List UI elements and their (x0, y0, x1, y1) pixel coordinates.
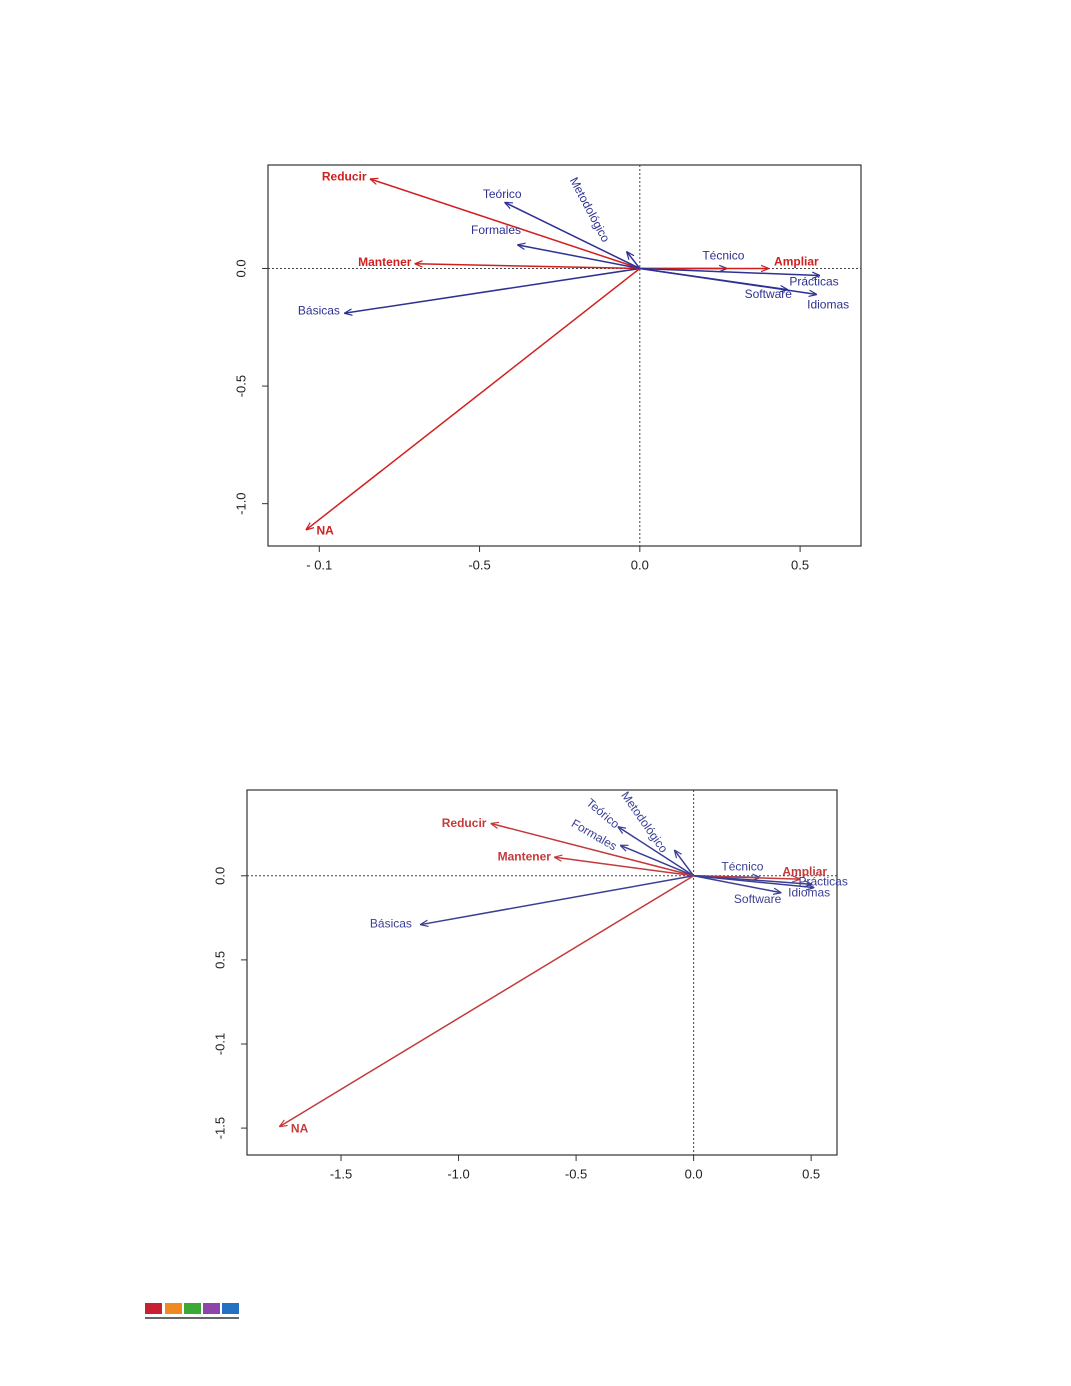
vector-arrow (505, 203, 641, 270)
vector-label: Software (745, 287, 793, 301)
x-tick-label: 0.5 (802, 1166, 820, 1181)
biplot-chart: - 0.1-0.50.00.50.0-0.5-1.0Reducir#d01f1f… (233, 164, 862, 572)
vector-arrow (639, 267, 816, 294)
vector-arrow (491, 824, 694, 877)
vector-label: Básicas (298, 303, 340, 317)
vector-label: Reducir (322, 169, 367, 183)
vector-label: Idiomas (788, 885, 830, 899)
x-tick-label: - 0.1 (306, 557, 332, 572)
vector-label: Mantener (498, 849, 552, 863)
footer-squares (145, 1303, 239, 1319)
y-tick-label: -0.5 (233, 375, 248, 397)
vector-arrow (306, 267, 641, 529)
vector-label: NA (291, 1122, 309, 1136)
vector-arrow (639, 267, 820, 275)
vector-arrow (421, 875, 694, 925)
vector-label: Técnico (721, 860, 763, 874)
vector-label: Mantener (358, 255, 412, 269)
vector-label: Metodológico (618, 789, 671, 856)
vector-arrow (627, 252, 641, 269)
vector-label: Formales (471, 223, 521, 237)
vector-label: Software (734, 892, 782, 906)
x-tick-label: -0.5 (565, 1166, 587, 1181)
x-tick-label: 0.0 (685, 1166, 703, 1181)
vector-label: Técnico (702, 249, 744, 263)
vector-label: NA (316, 524, 334, 538)
vector-arrow (518, 245, 640, 270)
vector-arrow (555, 857, 694, 877)
y-tick-label: 0.5 (212, 951, 227, 969)
vector-label: Prácticas (789, 275, 838, 289)
vector-arrow (415, 264, 640, 270)
vector-label: Básicas (370, 917, 412, 931)
vector-label: Idiomas (807, 298, 849, 312)
y-tick-label: -1.5 (212, 1117, 227, 1139)
y-tick-label: -0.1 (212, 1033, 227, 1055)
vector-label: Teórico (483, 187, 522, 201)
vector-arrow (280, 875, 695, 1127)
vector-label: Ampliar (782, 864, 827, 878)
vector-arrow (618, 827, 695, 877)
y-tick-label: 0.0 (212, 867, 227, 885)
vector-arrow (371, 179, 641, 270)
vector-arrow (693, 875, 812, 884)
vector-label: Ampliar (774, 255, 819, 269)
biplot-chart: -1.5-1.0-0.50.00.50.00.5-0.1-1.5Reducir#… (212, 789, 847, 1182)
x-tick-label: 0.0 (631, 557, 649, 572)
x-tick-label: -1.5 (330, 1166, 352, 1181)
vector-arrow (345, 267, 640, 313)
plot-frame (246, 789, 838, 1156)
x-tick-label: 0.5 (791, 557, 809, 572)
vector-label: Reducir (442, 816, 487, 830)
vector-label: Metodológico (567, 175, 613, 245)
x-tick-label: -1.0 (447, 1166, 469, 1181)
vector-arrow (693, 875, 781, 893)
y-tick-label: -1.0 (233, 492, 248, 514)
x-tick-label: -0.5 (468, 557, 490, 572)
plot-frame (267, 164, 862, 547)
vector-arrow (675, 851, 695, 877)
y-tick-label: 0.0 (233, 259, 248, 277)
vector-arrow (621, 846, 694, 877)
